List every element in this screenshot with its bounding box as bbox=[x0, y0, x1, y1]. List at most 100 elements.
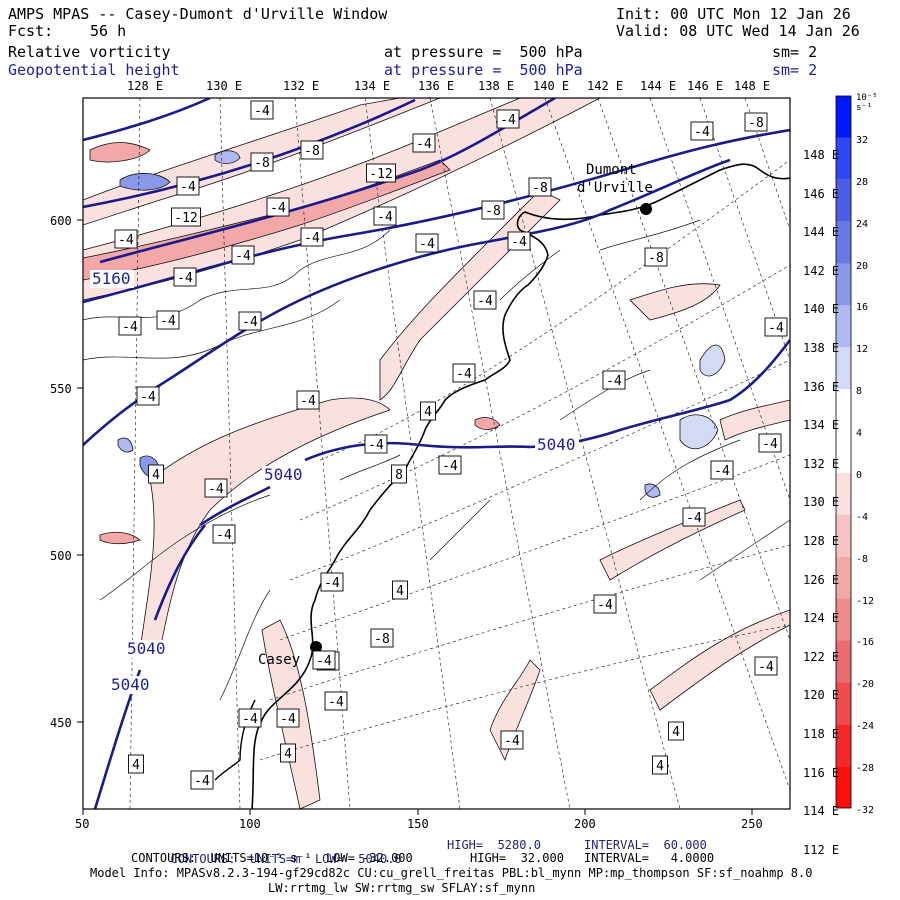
vorticity-contour-label: -4 bbox=[238, 708, 262, 728]
svg-text:-4: -4 bbox=[180, 180, 196, 195]
right-lat-label: 148 E bbox=[803, 148, 840, 162]
colorbar-swatch bbox=[836, 431, 851, 473]
top-lon-label: 140 E bbox=[533, 79, 570, 93]
vorticity-contour-label: -4 bbox=[415, 233, 439, 253]
svg-text:-4: -4 bbox=[606, 374, 622, 389]
colorbar-label: -16 bbox=[856, 637, 875, 649]
vorticity-contour-label: -4 bbox=[238, 311, 262, 331]
colorbar-swatch bbox=[836, 514, 851, 557]
svg-text:-4: -4 bbox=[122, 320, 138, 335]
footer-vort-high: HIGH= 32.000 bbox=[470, 851, 564, 865]
svg-text:-4: -4 bbox=[160, 314, 176, 329]
dumont-label-line1: Dumont bbox=[586, 162, 637, 178]
svg-text:-8: -8 bbox=[648, 251, 664, 266]
footer-vort-low: CONTOURS: UNITS=10⁻⁵ s⁻¹ LOW= -32.000 bbox=[131, 851, 413, 865]
svg-text:-4: -4 bbox=[504, 734, 520, 749]
colorbar-label: -20 bbox=[856, 679, 875, 691]
top-lon-label: 142 E bbox=[587, 79, 624, 93]
field2-smoothing: sm= 2 bbox=[772, 61, 818, 79]
top-lon-label: 134 E bbox=[354, 79, 391, 93]
right-lat-label: 116 E bbox=[803, 765, 840, 780]
right-lat-label: 138 E bbox=[803, 341, 840, 355]
y-tick-label: 450 bbox=[50, 716, 72, 730]
height-labels: 5160 5040 5040 5040 5040 bbox=[90, 269, 579, 694]
top-lon-label: 148 E bbox=[734, 79, 771, 93]
svg-text:-8: -8 bbox=[748, 116, 764, 131]
vorticity-contour-label: -4 bbox=[231, 245, 255, 265]
svg-text:-4: -4 bbox=[235, 249, 251, 264]
svg-text:-4: -4 bbox=[762, 437, 778, 452]
colorbar-swatch bbox=[836, 263, 851, 306]
svg-text:-4: -4 bbox=[300, 394, 316, 409]
colorbar-label: 20 bbox=[856, 260, 869, 272]
svg-text:4: 4 bbox=[132, 758, 140, 773]
vorticity-contour-label: -4 bbox=[764, 317, 788, 337]
colorbar-label: -8 bbox=[856, 553, 869, 565]
svg-text:4: 4 bbox=[396, 584, 404, 599]
svg-text:-4: -4 bbox=[242, 712, 258, 727]
vorticity-contour-label: -4 bbox=[266, 197, 290, 217]
right-lat-label: 146 E bbox=[803, 186, 840, 201]
casey-label: Casey bbox=[258, 652, 300, 668]
colorbar-unit-label: 10⁻⁵ s⁻¹ bbox=[856, 93, 878, 113]
vorticity-contour-label: -4 bbox=[320, 572, 344, 592]
colorbar-label: 8 bbox=[856, 386, 863, 398]
vorticity-contour-label: -4 bbox=[452, 363, 476, 383]
vorticity-contour-label: -4 bbox=[682, 507, 706, 527]
vorticity-contour-label: -4 bbox=[690, 121, 714, 141]
svg-text:-12: -12 bbox=[174, 211, 197, 226]
height-contour bbox=[99, 98, 556, 264]
vorticity-contour-label: -12 bbox=[171, 207, 201, 227]
svg-text:-8: -8 bbox=[374, 632, 390, 647]
colorbar bbox=[835, 95, 852, 809]
vorticity-contour-label: -4 bbox=[324, 691, 348, 711]
right-lat-label: 134 E bbox=[803, 418, 840, 433]
colorbar-swatch bbox=[836, 556, 851, 599]
right-lat-label: 118 E bbox=[803, 727, 840, 741]
colorbar-swatch bbox=[836, 137, 851, 180]
map-title: AMPS MPAS -- Casey-Dumont d'Urville Wind… bbox=[8, 5, 388, 23]
svg-text:-4: -4 bbox=[511, 235, 527, 250]
right-lat-label: 132 E bbox=[803, 456, 840, 471]
height-contour bbox=[153, 524, 207, 621]
colorbar-label: 4 bbox=[856, 428, 863, 440]
top-lon-label: 136 E bbox=[418, 79, 455, 93]
vorticity-contour-label: -4 bbox=[312, 650, 336, 670]
colorbar-swatch bbox=[836, 347, 851, 390]
right-lat-label: 136 E bbox=[803, 379, 840, 394]
vorticity-contour-label: -4 bbox=[758, 433, 782, 453]
vorticity-contour-label: -4 bbox=[173, 267, 197, 287]
vorticity-contour-label: -4 bbox=[710, 460, 734, 480]
svg-text:-4: -4 bbox=[216, 528, 232, 543]
svg-text:-4: -4 bbox=[304, 231, 320, 246]
svg-text:-4: -4 bbox=[456, 367, 472, 382]
forecast-hour-value: 56 h bbox=[90, 22, 127, 40]
vorticity-contour-label: -4 bbox=[118, 316, 142, 336]
y-tick-label: 500 bbox=[50, 549, 72, 563]
svg-text:-4: -4 bbox=[768, 321, 784, 336]
vorticity-contour-label: -8 bbox=[744, 112, 768, 132]
colorbar-label: -28 bbox=[856, 763, 875, 775]
svg-text:4: 4 bbox=[284, 747, 292, 762]
footer-height-interval: INTERVAL= 60.000 bbox=[584, 838, 707, 852]
svg-text:-4: -4 bbox=[758, 660, 774, 675]
colorbar-swatch bbox=[836, 179, 851, 222]
x-tick-label: 150 bbox=[407, 817, 429, 831]
svg-text:-4: -4 bbox=[177, 271, 193, 286]
x-tick-label: 250 bbox=[741, 817, 763, 831]
vorticity-contour-label: -4 bbox=[438, 455, 462, 475]
y-tick-label: 600 bbox=[50, 214, 72, 228]
colorbar-label: 28 bbox=[856, 176, 869, 188]
svg-text:-4: -4 bbox=[694, 125, 710, 140]
svg-text:8: 8 bbox=[395, 468, 403, 483]
field1-level: at pressure = 500 hPa bbox=[384, 43, 583, 61]
vorticity-contour-label: 4 bbox=[668, 721, 684, 741]
vorticity-contour-label: -4 bbox=[250, 100, 274, 120]
footer-height-high: HIGH= 5280.0 bbox=[447, 838, 541, 852]
vorticity-contour-label: 4 bbox=[148, 464, 164, 484]
vorticity-contour-label: -8 bbox=[528, 177, 552, 197]
svg-text:-4: -4 bbox=[316, 654, 332, 669]
svg-text:-4: -4 bbox=[368, 438, 384, 453]
vorticity-contour-label: -4 bbox=[212, 524, 236, 544]
colorbar-swatch bbox=[836, 96, 851, 138]
